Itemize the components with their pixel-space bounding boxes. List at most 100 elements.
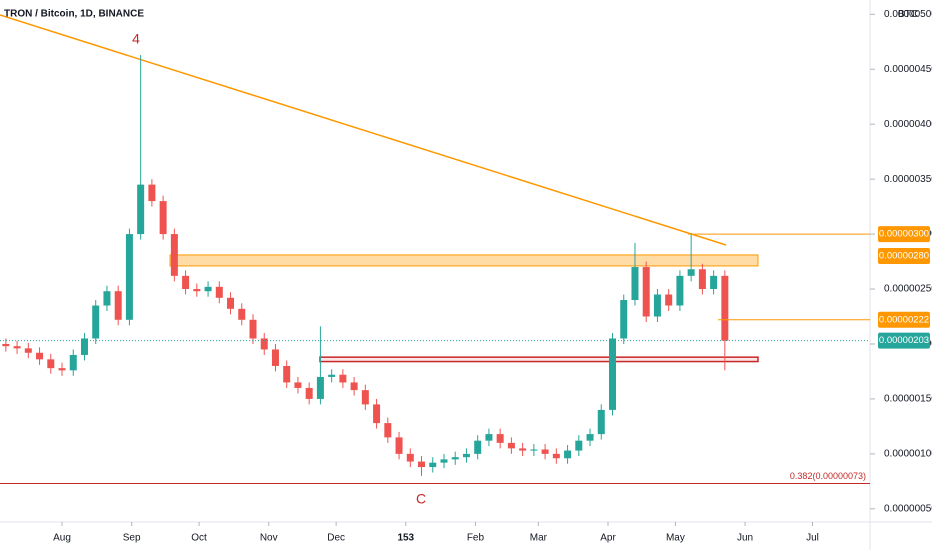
candle-body: [294, 382, 302, 388]
candle-body: [507, 442, 515, 449]
x-tick-label: Sep: [123, 533, 141, 544]
x-tick-label: Feb: [467, 533, 485, 544]
candle-body: [249, 319, 257, 339]
candle-body: [676, 275, 684, 306]
candle-body: [631, 267, 639, 301]
candle-body: [485, 434, 493, 441]
chart-title: TRON / Bitcoin, 1D, BINANCE: [4, 9, 144, 20]
candle-body: [148, 184, 156, 202]
price-label-box: [878, 226, 930, 243]
candle-body: [429, 462, 437, 468]
candle-body: [710, 275, 718, 290]
candle-body: [215, 286, 223, 298]
x-tick-label: 153: [397, 533, 414, 544]
candle-body: [395, 437, 403, 454]
candle-body: [193, 289, 201, 292]
x-tick-label: Jun: [737, 533, 753, 544]
candle-body: [665, 294, 673, 306]
candle-body: [339, 374, 347, 383]
price-label-box: [878, 311, 930, 328]
x-tick-label: Mar: [530, 533, 548, 544]
price-label: 0.00000280: [879, 251, 929, 262]
candle-body: [260, 338, 268, 350]
candle-body: [698, 269, 706, 290]
candle-body: [271, 349, 279, 366]
candle-body: [80, 338, 88, 355]
price-label-box: [878, 248, 930, 265]
x-tick-label: Dec: [327, 533, 345, 544]
candle-body: [58, 368, 66, 371]
wave-label: C: [416, 491, 426, 507]
candle-body: [238, 308, 246, 320]
candle-body: [496, 434, 504, 443]
x-tick-label: May: [666, 533, 685, 544]
trend-line: [0, 14, 727, 246]
candle-body: [92, 305, 100, 339]
candle-body: [462, 453, 470, 458]
price-label-box: [878, 332, 930, 349]
candle-body: [586, 434, 594, 441]
candle-body: [103, 291, 111, 306]
candle-body: [474, 440, 482, 454]
y-tick-label: 0.00000500: [884, 9, 932, 20]
candle-body: [13, 346, 21, 349]
candle-body: [653, 294, 661, 317]
candle-body: [642, 267, 650, 317]
candle-body: [541, 449, 549, 454]
price-label: 0.00000222: [879, 314, 929, 325]
x-tick-label: Aug: [53, 533, 71, 544]
y-tick-label: 0.00000100: [884, 449, 932, 460]
candle-body: [170, 234, 178, 276]
candle-body: [597, 409, 605, 435]
candle-body: [36, 352, 44, 360]
candle-body: [384, 423, 392, 438]
candle-body: [69, 354, 77, 371]
candle-body: [114, 291, 122, 320]
candle-body: [328, 374, 336, 377]
candle-body: [361, 390, 369, 405]
candle-body: [620, 300, 628, 339]
candle-body: [316, 376, 324, 399]
x-tick-label: Oct: [191, 533, 207, 544]
x-tick-label: Apr: [600, 533, 616, 544]
price-label: 0.00000203: [879, 335, 929, 346]
candle-body: [2, 343, 10, 347]
candle-body: [24, 348, 32, 353]
candle-body: [350, 382, 358, 391]
wave-label: 4: [132, 31, 140, 47]
resistance-zone: [169, 254, 759, 267]
fib-label: 0.382(0.00000073): [790, 471, 866, 481]
price-label: 0.00000300: [879, 229, 929, 240]
candle-body: [721, 275, 729, 341]
candle-body: [125, 234, 133, 320]
candle-body: [137, 184, 145, 235]
y-tick-label: 0.00000050: [884, 503, 932, 514]
candle-body: [373, 404, 381, 424]
candle-body: [564, 450, 572, 459]
y-tick-label: 0.00000150: [884, 394, 932, 405]
candle-body: [440, 459, 448, 463]
candle-body: [305, 387, 313, 399]
candle-body: [530, 449, 538, 451]
candle-body: [159, 201, 167, 235]
y-tick-label: 0.00000350: [884, 174, 932, 185]
candle-body: [451, 457, 459, 460]
y-tick-label: 0.00000250: [884, 284, 932, 295]
candle-body: [47, 359, 55, 369]
candle-body: [575, 440, 583, 451]
candle-body: [182, 275, 190, 290]
candle-body: [283, 365, 291, 383]
candle-body: [227, 297, 235, 309]
candle-body: [204, 286, 212, 292]
candle-body: [519, 448, 527, 451]
candle-body: [609, 338, 617, 410]
candle-body: [687, 269, 695, 276]
support-zone: [319, 356, 759, 363]
candle-body: [552, 453, 560, 459]
y-tick-label: 0.00000400: [884, 119, 932, 130]
candle-body: [418, 461, 426, 468]
axis-unit: BTC: [898, 9, 918, 20]
y-tick-label: 0.00000450: [884, 64, 932, 75]
